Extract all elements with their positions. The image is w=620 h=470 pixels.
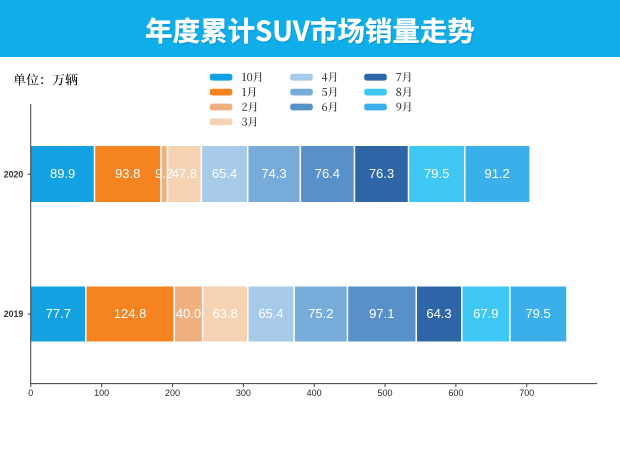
svg-text:0: 0 (28, 388, 33, 398)
svg-text:500: 500 (378, 388, 393, 398)
svg-text:2019: 2019 (4, 309, 24, 319)
svg-text:47.8: 47.8 (172, 166, 197, 181)
svg-text:76.4: 76.4 (315, 166, 340, 181)
svg-text:100: 100 (94, 388, 109, 398)
svg-text:65.4: 65.4 (212, 166, 237, 181)
svg-text:2020: 2020 (4, 169, 24, 179)
svg-text:63.8: 63.8 (213, 306, 238, 321)
svg-text:9.2: 9.2 (155, 166, 173, 181)
svg-text:65.4: 65.4 (258, 306, 283, 321)
svg-text:79.5: 79.5 (424, 166, 449, 181)
svg-text:79.5: 79.5 (525, 306, 550, 321)
svg-text:64.3: 64.3 (426, 306, 451, 321)
svg-text:124.8: 124.8 (114, 306, 147, 321)
svg-text:75.2: 75.2 (308, 306, 333, 321)
svg-text:400: 400 (307, 388, 322, 398)
svg-text:40.0: 40.0 (176, 306, 201, 321)
svg-text:700: 700 (519, 388, 534, 398)
svg-text:300: 300 (236, 388, 251, 398)
svg-text:76.3: 76.3 (369, 166, 394, 181)
svg-text:91.2: 91.2 (484, 166, 509, 181)
svg-text:74.3: 74.3 (261, 166, 286, 181)
svg-text:97.1: 97.1 (369, 306, 394, 321)
svg-text:67.9: 67.9 (473, 306, 498, 321)
svg-text:89.9: 89.9 (50, 166, 75, 181)
svg-text:93.8: 93.8 (115, 166, 140, 181)
svg-text:600: 600 (448, 388, 463, 398)
svg-text:200: 200 (165, 388, 180, 398)
svg-text:77.7: 77.7 (46, 306, 71, 321)
